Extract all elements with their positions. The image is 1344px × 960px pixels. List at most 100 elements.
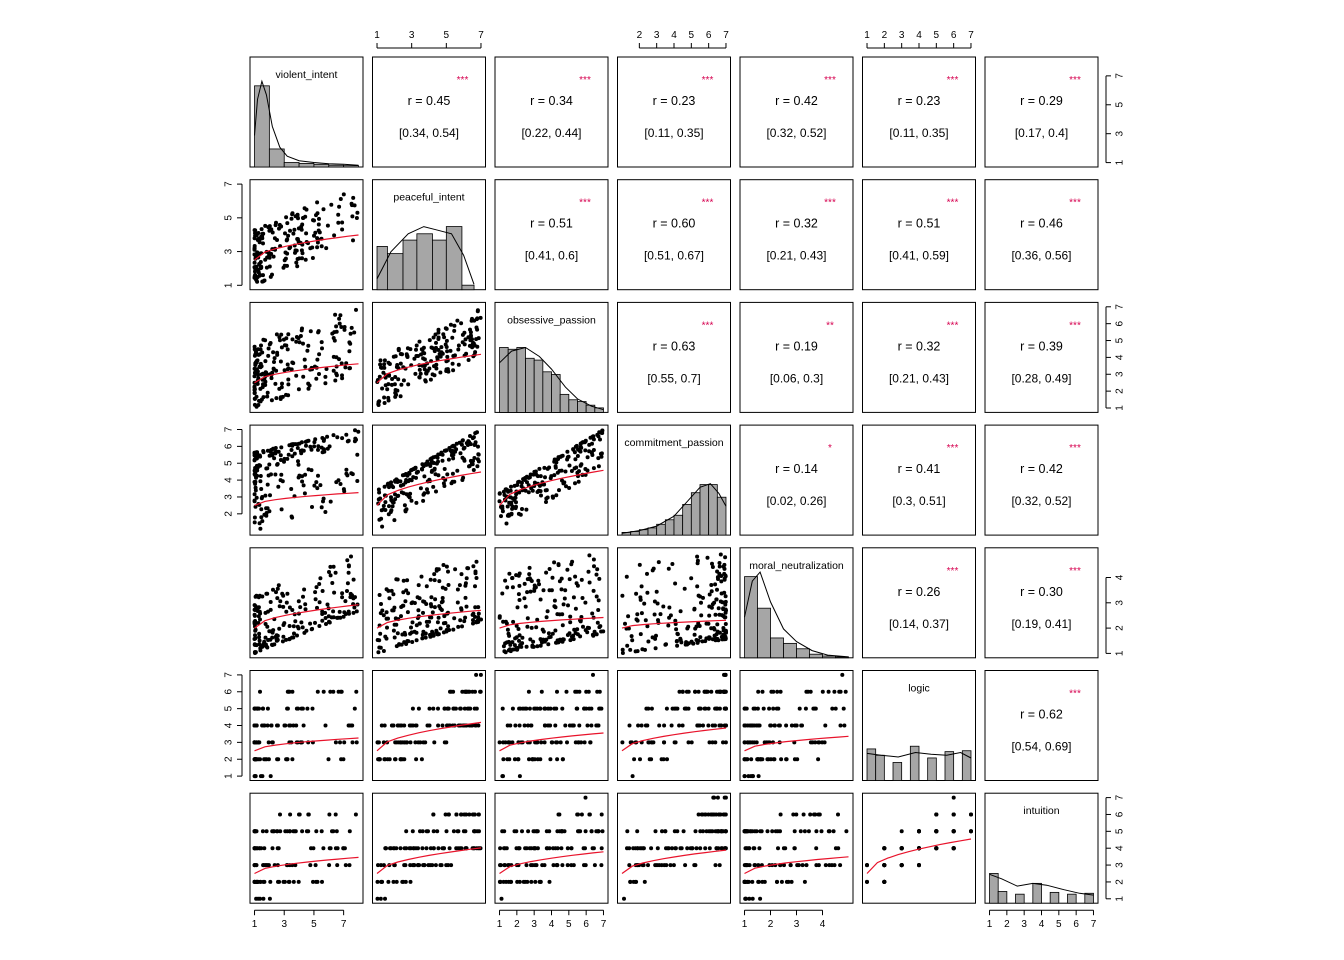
panel-frame <box>372 56 486 168</box>
scatter-point <box>313 590 318 595</box>
tick-label: 2 <box>882 30 888 41</box>
histogram-bar <box>1049 891 1060 904</box>
scatter-point <box>271 254 276 259</box>
scatter-point <box>533 879 538 884</box>
scatter-point <box>517 723 522 728</box>
scatter-point <box>516 592 521 597</box>
scatter-point <box>759 829 764 834</box>
scatter-point <box>545 495 550 500</box>
scatter-point <box>579 577 584 582</box>
scatter-point <box>502 846 506 851</box>
histogram-bar <box>927 757 937 781</box>
scatter-point <box>650 635 655 640</box>
scatter-point <box>951 812 956 817</box>
scatter-point <box>377 374 382 379</box>
scatter-point <box>402 503 407 508</box>
scatter-point <box>525 879 530 884</box>
scatter-point <box>715 795 720 800</box>
scatter-point <box>794 812 799 817</box>
scatter-point <box>446 812 451 817</box>
scatter-point <box>442 467 447 471</box>
tick-label: 7 <box>1091 919 1097 930</box>
scatter-point <box>579 740 584 745</box>
scatter-point <box>559 846 564 851</box>
scatter-point <box>723 812 728 817</box>
scatter-point <box>386 395 391 400</box>
scatter-point <box>314 480 319 485</box>
scatter-point <box>285 362 290 367</box>
scatter-point <box>263 757 268 762</box>
scatter-point <box>719 846 724 851</box>
scatter-point <box>317 230 322 235</box>
histogram-bar <box>416 233 433 291</box>
scatter-point <box>675 643 680 648</box>
scatter-point <box>575 454 580 458</box>
scatter-point <box>699 812 704 817</box>
histogram-bar <box>796 648 810 659</box>
scatter-point <box>816 863 821 868</box>
scatter-point <box>341 614 346 619</box>
scatter-point <box>510 640 515 645</box>
tick-label: 6 <box>1115 811 1126 817</box>
scatter-point <box>261 395 266 400</box>
scatter-point <box>583 829 588 834</box>
scatter-point <box>747 846 752 851</box>
scatter-point <box>354 740 359 745</box>
tick-label: 5 <box>1115 337 1126 343</box>
tick-label: 6 <box>224 689 235 695</box>
scatter-point <box>356 429 361 434</box>
scatter-point <box>565 740 569 745</box>
scatter-point <box>259 644 264 649</box>
scatter-point <box>305 706 310 711</box>
scatter-point <box>632 757 637 762</box>
scatter-point <box>822 740 827 745</box>
scatter-point <box>277 222 282 227</box>
scatter-point <box>588 740 593 745</box>
scatter-point <box>675 829 680 834</box>
scatter-point <box>451 452 456 457</box>
scatter-point <box>343 612 348 616</box>
scatter-point <box>510 706 515 711</box>
scatter-point <box>296 599 301 604</box>
scatter-point <box>634 617 639 622</box>
panel-2-5: ***r = 0.32[0.21, 0.43] <box>862 301 976 413</box>
scatter-point <box>285 456 290 461</box>
scatter-point <box>572 450 577 455</box>
scatter-point <box>387 757 392 762</box>
scatter-point <box>333 378 338 383</box>
scatter-point <box>697 706 701 711</box>
scatter-point <box>582 740 587 745</box>
scatter-point <box>498 846 503 851</box>
scatter-point <box>789 879 794 884</box>
scatter-point <box>279 385 284 390</box>
scatter-point <box>393 390 398 395</box>
scatter-point <box>462 619 467 624</box>
tick-label: 3 <box>1115 600 1126 606</box>
panel-3-1 <box>372 424 486 536</box>
scatter-point <box>459 846 464 851</box>
scatter-point <box>710 602 715 607</box>
tick-label: 7 <box>1115 73 1126 79</box>
scatter-point <box>475 464 480 469</box>
panel-frame <box>862 56 976 168</box>
scatter-point <box>710 740 715 745</box>
scatter-point <box>349 325 354 330</box>
scatter-point <box>404 507 409 512</box>
scatter-point <box>467 464 472 468</box>
scatter-point <box>285 347 290 352</box>
scatter-point <box>421 350 426 355</box>
scatter-point <box>500 706 505 711</box>
histogram-bar <box>542 371 552 413</box>
scatter-point <box>436 632 441 637</box>
scatter-point <box>416 583 421 588</box>
scatter-point <box>500 509 505 514</box>
scatter-point <box>335 615 340 620</box>
scatter-point <box>596 608 601 612</box>
scatter-point <box>717 706 722 711</box>
scatter-point <box>354 689 359 694</box>
scatter-point <box>765 757 770 762</box>
scatter-point <box>476 611 481 616</box>
panel-4-0 <box>249 547 364 659</box>
scatter-point <box>291 624 296 629</box>
